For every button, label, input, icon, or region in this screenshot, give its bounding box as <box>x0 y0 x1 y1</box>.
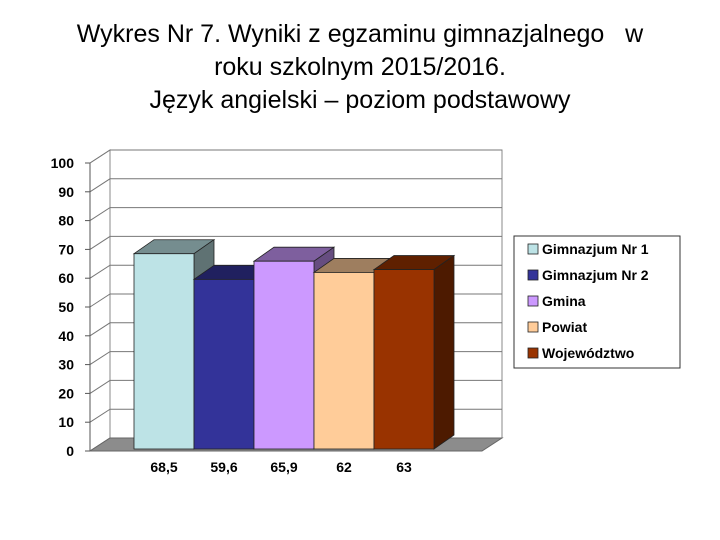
gridline <box>89 149 502 164</box>
bar <box>313 272 375 450</box>
chart-title: Wykres Nr 7. Wyniki z egzaminu gimnazjal… <box>0 18 720 117</box>
bar-value-label: 59,6 <box>210 459 237 475</box>
legend-swatch <box>527 295 539 307</box>
gridline <box>89 235 502 250</box>
y-tick-label: 100 <box>51 155 75 171</box>
y-tick-label: 80 <box>58 213 74 229</box>
bar <box>193 278 255 450</box>
y-tick-label: 30 <box>58 357 74 373</box>
title-line-2: roku szkolnym 2015/2016. <box>214 53 506 81</box>
y-tick-label: 0 <box>66 443 74 459</box>
bar <box>133 253 195 450</box>
bar-side <box>433 254 455 450</box>
legend-swatch <box>527 269 539 281</box>
legend-entry: Powiat <box>542 319 587 335</box>
y-tick-label: 50 <box>58 299 74 315</box>
legend-entry: Województwo <box>542 345 634 361</box>
y-tick-label: 10 <box>58 414 74 430</box>
y-tick-label: 20 <box>58 385 74 401</box>
gridline <box>89 207 502 222</box>
bar <box>373 269 435 450</box>
y-tick-label: 60 <box>58 270 74 286</box>
bar-value-label: 62 <box>336 459 352 475</box>
y-tick-label: 70 <box>58 241 74 257</box>
title-line-1: Wykres Nr 7. Wyniki z egzaminu gimnazjal… <box>76 20 644 48</box>
bar-value-label: 65,9 <box>270 459 297 475</box>
legend-box <box>513 235 681 369</box>
legend-entry: Gimnazjum Nr 2 <box>542 267 649 283</box>
legend-swatch <box>527 321 539 333</box>
legend-entry: Gmina <box>542 293 586 309</box>
title-line-3: Język angielski – poziom podstawowy <box>149 86 571 114</box>
legend-swatch <box>527 243 539 255</box>
bar-value-label: 63 <box>396 459 412 475</box>
y-tick-label: 90 <box>58 184 74 200</box>
bar <box>253 260 315 450</box>
bar-value-label: 68,5 <box>150 459 177 475</box>
legend-swatch <box>527 347 539 359</box>
y-tick-label: 40 <box>58 328 74 344</box>
legend-entry: Gimnazjum Nr 1 <box>542 241 649 257</box>
gridline <box>89 178 502 193</box>
